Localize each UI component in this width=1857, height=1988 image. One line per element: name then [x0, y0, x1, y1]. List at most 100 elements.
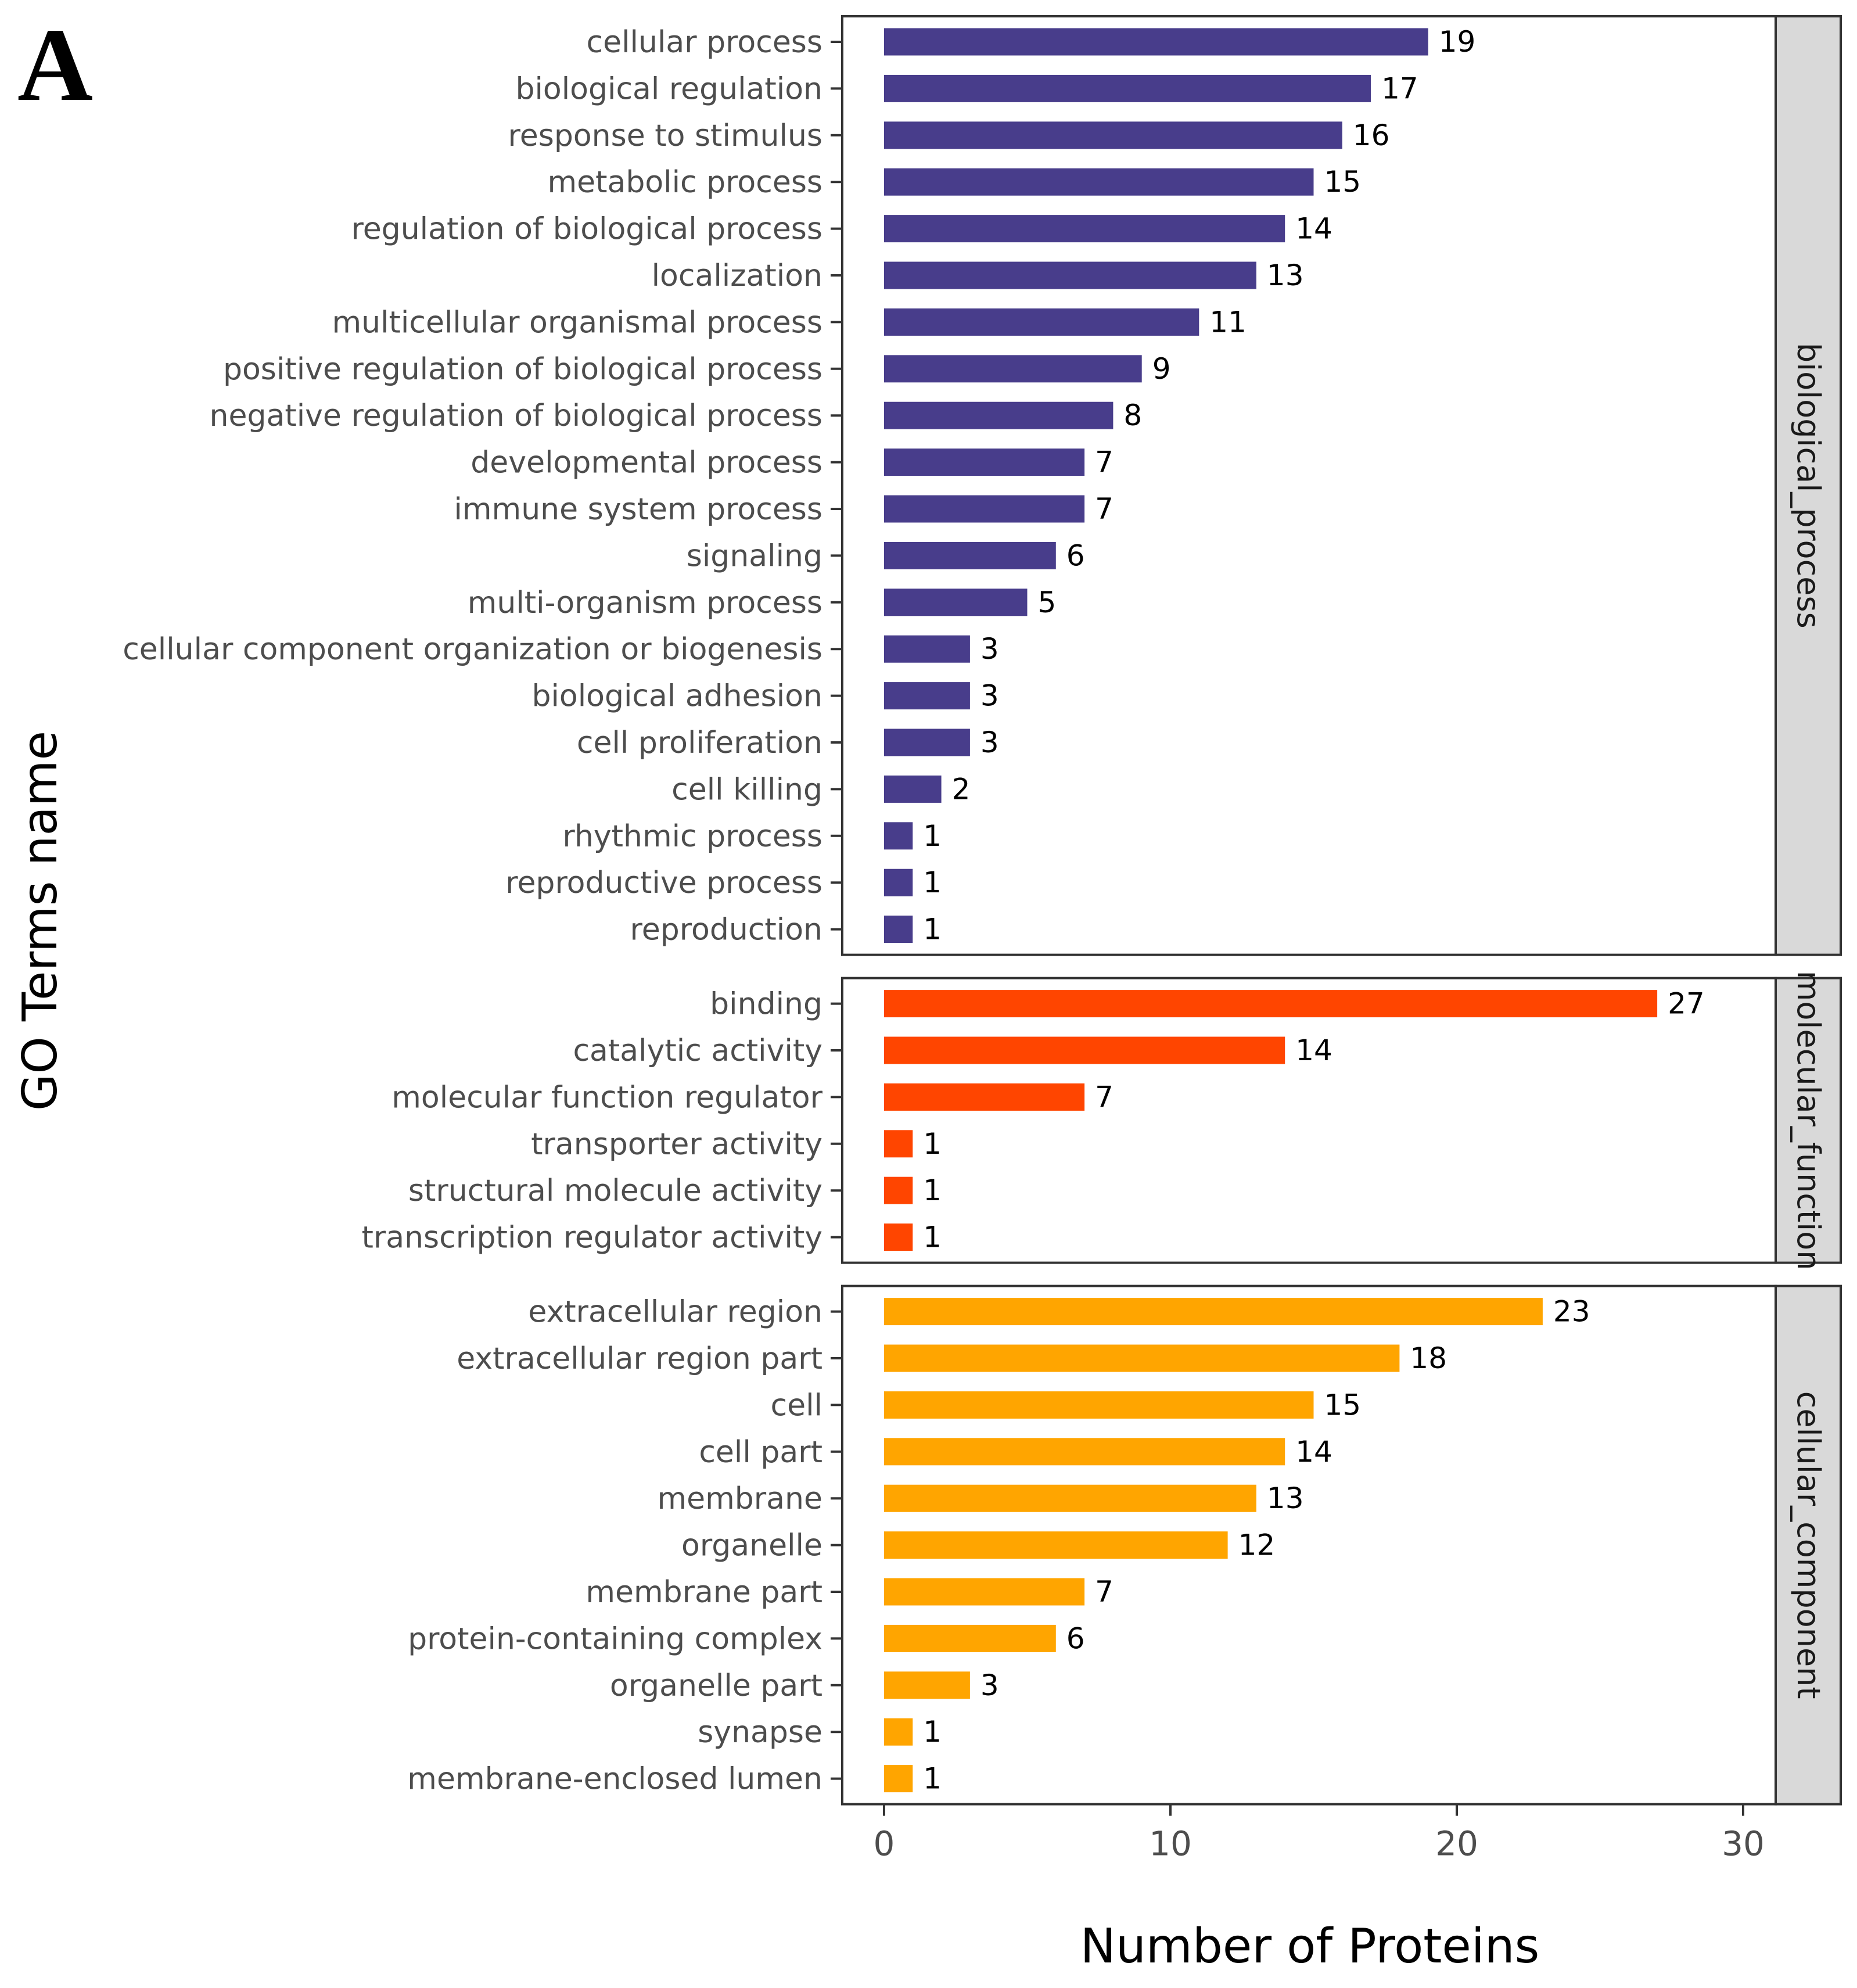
- bar-value-label: 15: [1324, 1388, 1362, 1422]
- bar: [884, 28, 1428, 56]
- bar: [884, 1578, 1085, 1606]
- bar: [884, 916, 913, 943]
- bar: [884, 495, 1085, 523]
- bar-value-label: 1: [923, 866, 942, 899]
- bar-value-label: 14: [1295, 212, 1332, 246]
- category-label: extracellular region part: [457, 1341, 822, 1376]
- bar: [884, 682, 970, 710]
- category-label: negative regulation of biological proces…: [210, 399, 823, 433]
- bar-value-label: 1: [923, 913, 942, 946]
- bar-value-label: 13: [1267, 259, 1304, 292]
- bar: [884, 1531, 1228, 1559]
- facet-strip-label: biological_process: [1790, 343, 1827, 629]
- bar: [884, 822, 913, 850]
- bar: [884, 121, 1342, 149]
- bar-value-label: 1: [923, 1762, 942, 1796]
- category-label: cellular process: [587, 25, 822, 60]
- bar-value-label: 9: [1152, 352, 1171, 386]
- bar: [884, 1036, 1285, 1064]
- bar-value-label: 13: [1267, 1481, 1304, 1515]
- category-label: structural molecule activity: [408, 1174, 822, 1208]
- category-label: localization: [652, 259, 822, 293]
- bar-value-label: 7: [1095, 1080, 1114, 1114]
- category-label: signaling: [687, 539, 822, 573]
- bar-value-label: 5: [1038, 586, 1057, 619]
- category-label: membrane part: [586, 1575, 822, 1610]
- bar: [884, 261, 1256, 289]
- bar: [884, 635, 970, 663]
- category-label: cell part: [699, 1435, 822, 1470]
- bar: [884, 588, 1028, 616]
- bar: [884, 74, 1371, 102]
- bar-value-label: 14: [1295, 1435, 1332, 1469]
- bar-value-label: 19: [1439, 25, 1476, 59]
- bar-value-label: 3: [980, 679, 999, 713]
- facet-strip-label: molecular_function: [1790, 971, 1827, 1271]
- x-tick-label: 30: [1722, 1824, 1765, 1864]
- facet-strip: [1775, 1284, 1842, 1806]
- y-axis-title: GO Terms name: [13, 731, 68, 1111]
- bar: [884, 1083, 1085, 1111]
- x-tick-label: 20: [1435, 1824, 1478, 1864]
- category-label: transporter activity: [531, 1127, 822, 1162]
- bar-value-label: 3: [980, 726, 999, 759]
- bar: [884, 1176, 913, 1204]
- facet-strip-label: cellular_component: [1790, 1391, 1827, 1699]
- bar: [884, 1624, 1056, 1652]
- bar-value-label: 12: [1238, 1528, 1276, 1562]
- bar: [884, 869, 913, 896]
- bar-value-label: 1: [923, 1221, 942, 1254]
- bar: [884, 448, 1085, 476]
- category-label: transcription regulator activity: [361, 1221, 822, 1255]
- bar: [884, 1765, 913, 1793]
- bar-value-label: 3: [980, 1668, 999, 1702]
- bar: [884, 168, 1314, 196]
- category-label: protein-containing complex: [408, 1621, 822, 1656]
- bar: [884, 729, 970, 756]
- category-label: binding: [710, 987, 822, 1022]
- category-label: response to stimulus: [508, 119, 822, 153]
- facet-molecular-function: 27 binding 14 catalytic activity 7 molecular …: [361, 971, 1842, 1271]
- panel-frame: [841, 15, 1777, 956]
- bar-value-label: 23: [1553, 1295, 1590, 1329]
- category-label: cell proliferation: [577, 726, 822, 760]
- bar: [884, 1344, 1400, 1372]
- category-label: metabolic process: [547, 165, 822, 200]
- bar-value-label: 16: [1353, 119, 1390, 152]
- bar: [884, 1298, 1543, 1326]
- bar: [884, 990, 1658, 1018]
- category-label: regulation of biological process: [351, 212, 822, 247]
- category-label: positive regulation of biological proces…: [223, 352, 822, 387]
- facet-strip: [1775, 977, 1842, 1264]
- category-label: developmental process: [470, 446, 822, 480]
- bar-value-label: 8: [1123, 399, 1142, 432]
- facet-cellular-component: 23 extracellular region 18 extracellular re…: [407, 1284, 1842, 1806]
- bar-value-label: 18: [1410, 1341, 1447, 1375]
- bar-value-label: 1: [923, 1127, 942, 1161]
- category-label: membrane: [657, 1481, 822, 1516]
- category-label: multi-organism process: [468, 586, 822, 620]
- category-label: biological adhesion: [531, 679, 822, 714]
- bar: [884, 355, 1142, 383]
- facet-strip: [1775, 15, 1842, 956]
- bar-value-label: 7: [1095, 1575, 1114, 1609]
- bar-value-label: 7: [1095, 446, 1114, 479]
- x-tick-label: 0: [874, 1824, 895, 1864]
- bar: [884, 775, 942, 803]
- category-label: multicellular organismal process: [332, 305, 822, 340]
- category-label: extracellular region: [528, 1295, 822, 1330]
- bar: [884, 1718, 913, 1746]
- category-label: reproduction: [630, 913, 822, 948]
- category-label: cell: [771, 1388, 822, 1423]
- bar-value-label: 27: [1668, 987, 1705, 1021]
- category-label: reproductive process: [505, 866, 822, 900]
- category-label: cell killing: [671, 772, 822, 807]
- bar-value-label: 17: [1381, 71, 1418, 105]
- category-label: synapse: [698, 1715, 822, 1750]
- category-label: rhythmic process: [562, 819, 822, 854]
- bar-value-label: 6: [1066, 1621, 1085, 1655]
- category-label: cellular component organization or bioge…: [123, 632, 822, 667]
